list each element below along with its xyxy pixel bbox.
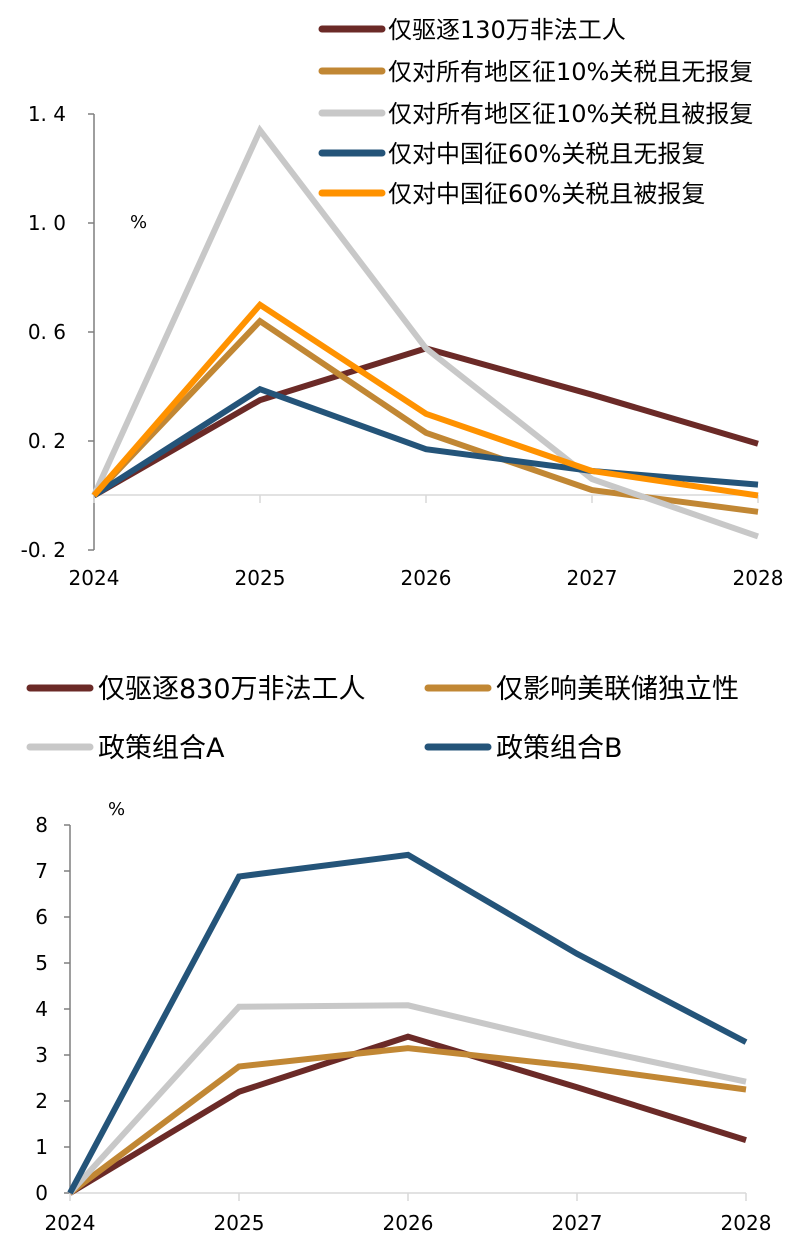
chart1-legend-label-5: 仅对中国征60%关税且被报复 <box>388 180 705 208</box>
chart2-legend-label-2: 仅影响美联储独立性 <box>496 674 739 705</box>
chart2-y-tick-label: 4 <box>35 997 48 1021</box>
chart2-x-tick-label: 2024 <box>45 1211 96 1235</box>
chart2-y-tick-label: 0 <box>35 1181 48 1205</box>
chart1-y-tick-label: -0. 2 <box>21 538 66 562</box>
chart2-series-line-2 <box>68 1045 747 1196</box>
chart1-x-tick-label: 2027 <box>567 566 618 590</box>
chart2-unit-label: % <box>108 799 125 820</box>
chart2-y-tick-label: 8 <box>35 813 48 837</box>
chart2-legend-label-4: 政策组合B <box>496 733 623 764</box>
chart2-y-tick-label: 6 <box>35 905 48 929</box>
chart1-y-tick-label: 1. 4 <box>28 102 66 126</box>
chart2-series-line-4 <box>67 851 748 1195</box>
chart1-x-tick-label: 2025 <box>235 566 286 590</box>
chart2-y-tick-label: 2 <box>35 1089 48 1113</box>
chart2-y-tick-label: 1 <box>35 1135 48 1159</box>
chart2-series-line-1 <box>68 1033 747 1196</box>
chart1-series-line-4 <box>92 385 759 499</box>
chart2-x-tick-label: 2028 <box>721 1211 772 1235</box>
chart2-legend-label-1: 仅驱逐830万非法工人 <box>98 674 366 705</box>
chart1-series-line-5 <box>91 300 759 499</box>
chart1-x-tick-label: 2028 <box>733 566 784 590</box>
chart2-x-tick-label: 2025 <box>214 1211 265 1235</box>
chart1-unit-label: % <box>130 212 147 233</box>
chart1-legend-label-3: 仅对所有地区征10%关税且被报复 <box>388 100 753 128</box>
chart2-series-line-3 <box>67 1002 747 1196</box>
chart2-x-tick-label: 2027 <box>552 1211 603 1235</box>
chart2-legend-label-3: 政策组合A <box>98 733 225 764</box>
chart1-legend-label-4: 仅对中国征60%关税且无报复 <box>388 140 705 168</box>
chart2-x-tick-label: 2026 <box>383 1211 434 1235</box>
chart1-x-tick-label: 2024 <box>69 566 120 590</box>
chart1-y-tick-label: 0. 6 <box>28 320 66 344</box>
chart2-y-tick-label: 3 <box>35 1043 48 1067</box>
chart1-y-tick-label: 1. 0 <box>28 211 66 235</box>
chart2-y-tick-label: 5 <box>35 951 48 975</box>
chart1-series-line-3 <box>91 124 759 540</box>
chart1-legend-label-1: 仅驱逐130万非法工人 <box>388 16 626 44</box>
chart2-y-tick-label: 7 <box>35 859 48 883</box>
chart1-legend-label-2: 仅对所有地区征10%关税且无报复 <box>388 58 753 86</box>
chart1-x-tick-label: 2026 <box>401 566 452 590</box>
chart1-y-tick-label: 0. 2 <box>28 429 66 453</box>
